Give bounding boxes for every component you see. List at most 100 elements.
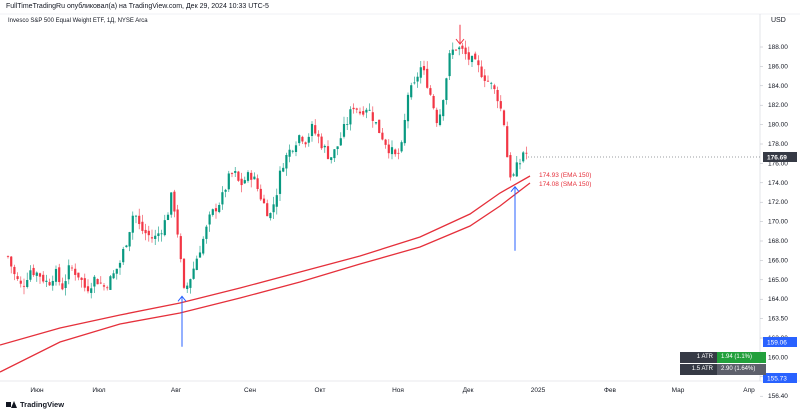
candle-body [218,205,221,213]
ma-axis-badge-text: 155.73 [767,376,787,383]
ma-value-label: 174.93 (EMA 150) [539,172,591,179]
candle-body [480,66,483,78]
y-tick-label: 180.00 [768,122,788,129]
candle-body [464,47,467,55]
candle-body [230,173,234,175]
candle-body [138,215,141,225]
candle-body [182,258,186,288]
candle-body [278,170,282,194]
candle-body [93,276,96,287]
ma-axis-badge [763,373,797,383]
y-tick-label: 164.00 [768,296,788,303]
candle-body [211,209,214,215]
atr-row-1: 1 ATR 1.94 (1.1%) [680,352,766,363]
atr-value: 1.94 (1.1%) [717,352,766,363]
ma-value-label: 174.08 (SMA 150) [539,181,591,188]
candle-body [29,270,32,280]
candle-body [38,273,42,277]
candle-body [490,82,493,84]
x-tick-label: Ноя [392,387,404,394]
candle-body [378,119,381,134]
candle-body [445,78,448,100]
x-tick-label: Окт [315,387,326,394]
currency-label: USD [771,17,786,24]
candle-body [6,256,10,258]
candle-body [51,280,54,286]
candle-body [102,285,106,287]
candle-body [486,80,490,82]
candle-body [86,286,90,292]
candle-body [410,85,413,98]
candle-body [493,85,496,90]
candle-body [99,282,102,284]
candle-body [269,213,272,219]
candle-body [234,171,237,173]
candle-body [256,178,259,189]
candle-body [506,126,509,158]
x-tick-label: Дек [463,387,474,394]
ma-axis-badge [763,337,797,347]
candle-body [112,273,115,279]
tradingview-footer[interactable]: TradingView [6,400,64,409]
candle-body [224,189,227,192]
x-tick-label: 2025 [531,387,546,394]
candle-body [282,167,285,172]
candle-body [272,204,275,213]
candle-body [90,288,93,293]
y-tick-label: 184.00 [768,83,788,90]
candle-body [131,215,134,233]
candle-body [70,267,74,269]
candle-body [458,47,461,50]
symbol-legend: Invesco S&P 500 Equal Weight ETF, 1Д, NY… [8,18,148,24]
candle-body [54,268,58,282]
candle-body [250,172,253,180]
candle-body [522,152,525,162]
candle-body [157,233,160,237]
candle-body [109,276,112,290]
candle-body [189,279,192,288]
tradingview-logo-icon [6,401,17,408]
candle-body [128,232,131,247]
candle-body [374,122,378,124]
candle-body [515,162,518,177]
candle-body [339,138,342,146]
candle-body [48,282,51,286]
candle-body [285,155,288,169]
candle-body [195,258,198,270]
candle-body [205,226,208,239]
candle-body [525,152,528,154]
candle-body [13,266,16,275]
candle-body [403,119,406,144]
candle-body [118,262,122,268]
x-tick-label: Июл [92,387,105,394]
candle-body [32,267,35,276]
atr-row-2: 1.5 ATR 2.90 (1.64%) [680,364,766,375]
atr-label: 1.5 ATR [680,364,717,375]
candle-body [320,136,323,149]
candle-body [448,53,451,77]
candle-body [397,152,400,154]
candle-body [80,277,83,280]
candle-body [176,209,179,235]
candle-body [422,66,426,71]
candle-body [45,280,48,282]
candle-body [512,174,515,176]
candle-body [474,53,477,60]
candle-body [170,192,173,215]
candle-body [406,94,410,122]
candle-body [173,191,176,212]
y-tick-label: 166.00 [768,257,788,264]
x-tick-label: Апр [743,387,755,394]
candle-body [451,49,454,55]
last-price-badge [763,152,797,162]
candle-body [202,238,205,254]
annotation-arrow-head [510,185,520,192]
candle-body [253,176,256,180]
y-tick-label: 168.00 [768,238,788,245]
candle-body [35,272,38,276]
candle-body [390,147,394,155]
candle-body [134,215,138,217]
y-tick-label: 160.00 [768,354,788,361]
candle-body [64,281,67,288]
